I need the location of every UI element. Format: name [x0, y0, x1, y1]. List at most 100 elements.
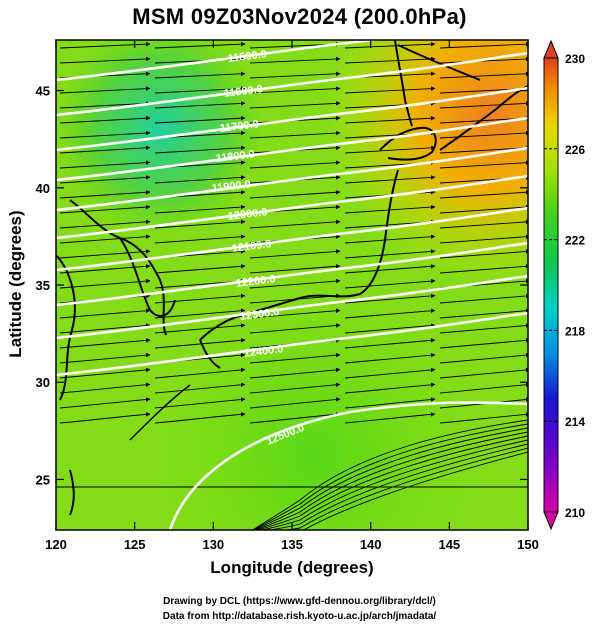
wind-streamline — [249, 382, 341, 394]
contour-labels: 11500.0 11600.0 11700.0 11800.0 11900.0 12000… — [211, 48, 306, 448]
x-ticks: 120 125 130 135 140 145 150 — [45, 40, 539, 552]
wind-streamline — [439, 367, 528, 379]
wind-streamline — [439, 234, 528, 244]
wind-streamline — [154, 101, 246, 109]
colorbar — [543, 39, 559, 531]
contour-line — [56, 274, 528, 340]
wind-streamline — [59, 397, 151, 409]
contour-label: 11500.0 — [227, 48, 267, 65]
wind-streamline — [439, 219, 528, 229]
wind-streamline — [344, 86, 436, 94]
wind-streamline — [59, 86, 151, 94]
wind-streamline — [59, 204, 151, 214]
y-tick-label: 25 — [36, 472, 50, 487]
wind-streamline — [344, 249, 436, 259]
wind-streamline — [249, 352, 341, 364]
wind-streamline — [439, 352, 528, 364]
wind-streamline — [253, 427, 528, 530]
x-tick-label: 120 — [45, 537, 67, 552]
y-tick-label: 45 — [36, 84, 50, 99]
x-tick-label: 135 — [281, 537, 303, 552]
map-title: MSM 09Z03Nov2024 (200.0hPa) — [132, 4, 467, 29]
wind-streamline — [344, 352, 436, 364]
wind-streamline — [344, 397, 436, 409]
wind-streamline — [439, 71, 528, 79]
wind-streamline — [59, 352, 151, 364]
wind-streamline — [439, 189, 528, 199]
contour-label: 11800.0 — [215, 148, 255, 165]
contour-label: 11900.0 — [211, 178, 251, 195]
wind-streamline — [344, 367, 436, 379]
wind-streamline — [249, 367, 341, 379]
wind-streamline — [249, 130, 341, 139]
wind-streamline — [344, 382, 436, 394]
wind-streamline — [344, 56, 436, 64]
x-tick-label: 125 — [124, 537, 146, 552]
wind-streamline — [154, 204, 246, 214]
wind-streamline — [154, 323, 246, 334]
x-tick-label: 145 — [438, 537, 460, 552]
wind-streamline — [302, 451, 528, 530]
contour-line — [56, 116, 528, 182]
x-tick-label: 140 — [360, 537, 382, 552]
wind-streamline — [59, 308, 151, 319]
wind-streamline — [344, 264, 436, 274]
contour-label: 11600.0 — [223, 83, 263, 100]
temperature-field — [56, 40, 528, 530]
contour-line — [56, 174, 528, 240]
contour-label: 11700.0 — [219, 118, 259, 135]
wind-streamline — [439, 264, 528, 274]
wind-streamline — [59, 56, 151, 64]
contour-line — [168, 401, 528, 530]
wind-streamline — [344, 293, 436, 304]
contour-label: 12200.0 — [235, 273, 276, 290]
wind-streamline — [344, 323, 436, 334]
wind-streamline — [249, 308, 341, 319]
wind-streamline — [249, 160, 341, 169]
wind-streamline — [344, 115, 436, 124]
wind-streamline — [154, 338, 246, 349]
wind-streamline — [59, 145, 151, 154]
wind-streamline — [154, 234, 246, 244]
wind-streamline — [267, 443, 528, 530]
wind-streamline — [252, 423, 528, 530]
wind-streamline — [59, 412, 151, 424]
wind-streamline — [59, 219, 151, 229]
wind-streamline — [154, 145, 246, 154]
wind-streamline — [439, 249, 528, 259]
contour-label: 12100.0 — [231, 238, 272, 255]
contour-line — [56, 51, 528, 117]
wind-streamline — [439, 101, 528, 109]
wind-streamline — [439, 204, 528, 214]
y-tick-label: 30 — [36, 375, 50, 390]
contour-line — [56, 146, 528, 212]
wind-streamline — [249, 71, 341, 79]
wind-streamline — [249, 264, 341, 274]
wind-streamline — [439, 160, 528, 169]
wind-streamline — [255, 431, 528, 530]
wind-streamline — [249, 397, 341, 409]
wind-streamline — [249, 86, 341, 94]
wind-streamline — [154, 56, 246, 64]
contour-line — [56, 241, 528, 307]
wind-streamline — [252, 419, 528, 530]
y-tick-label: 35 — [36, 278, 50, 293]
colorbar-ticks: 230 226 222 218 214 210 — [544, 52, 585, 520]
wind-streamline — [154, 219, 246, 229]
wind-streamline — [439, 308, 528, 319]
wind-streamline — [59, 264, 151, 274]
wind-streamline — [439, 323, 528, 334]
wind-streamline — [59, 367, 151, 379]
wind-streamline — [257, 435, 528, 530]
colorbar-tick-label: 210 — [565, 506, 585, 520]
wind-streamline — [59, 234, 151, 244]
wind-streamline — [59, 189, 151, 199]
contour-line — [56, 311, 528, 377]
wind-streamline — [154, 115, 246, 124]
wind-streamline — [59, 382, 151, 394]
height-contours — [56, 40, 528, 530]
wind-streamline — [249, 189, 341, 199]
contour-line — [56, 86, 528, 152]
wind-streamline — [344, 278, 436, 289]
